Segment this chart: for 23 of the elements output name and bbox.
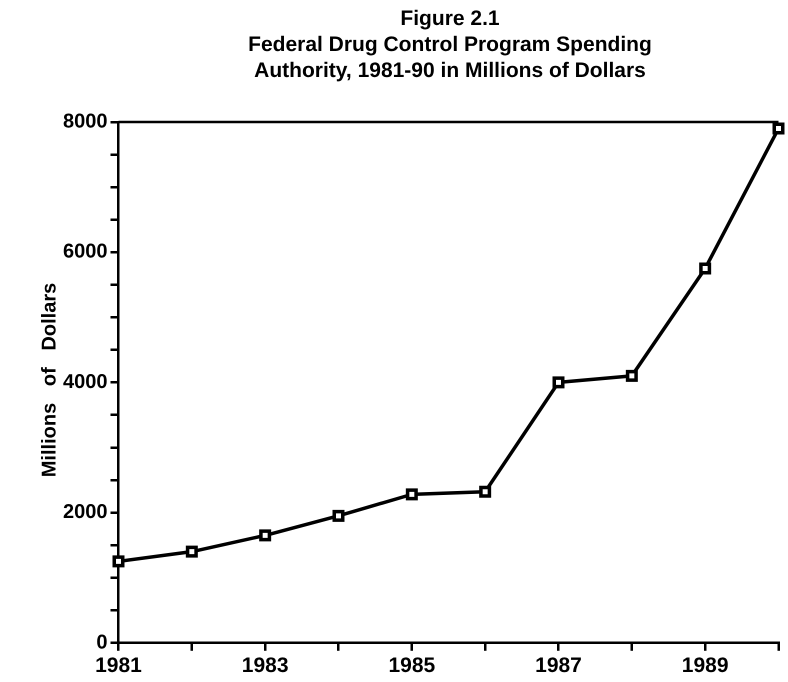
- y-tick-label: 2000: [62, 501, 108, 524]
- point: [479, 486, 492, 498]
- point: [626, 370, 638, 382]
- x-tick-label: 1989: [682, 654, 729, 678]
- chart-title: Figure 2.1: [399, 6, 501, 32]
- point: [699, 262, 712, 274]
- y-axis-title: Millions of Dollars: [38, 282, 62, 478]
- point: [772, 122, 784, 135]
- y-tick-label: 0: [96, 631, 108, 654]
- point: [186, 546, 198, 558]
- point: [112, 555, 124, 568]
- x-tick-label: 1983: [242, 654, 289, 678]
- y-tick-label: 6000: [62, 240, 108, 263]
- point: [259, 529, 272, 542]
- point: [332, 510, 344, 522]
- x-tick-label: 1985: [388, 654, 436, 678]
- y-tick-label: 4000: [62, 370, 108, 393]
- x-tick-label: 1981: [95, 654, 142, 678]
- x-tick-label: 1987: [535, 654, 582, 678]
- point: [552, 376, 564, 388]
- y-tick-label: 8000: [62, 110, 108, 133]
- chart-subtitle: Federal Drug Control Program Spending Authority, 1981-90 in Millions of Dollars: [247, 32, 653, 84]
- point: [406, 488, 418, 500]
